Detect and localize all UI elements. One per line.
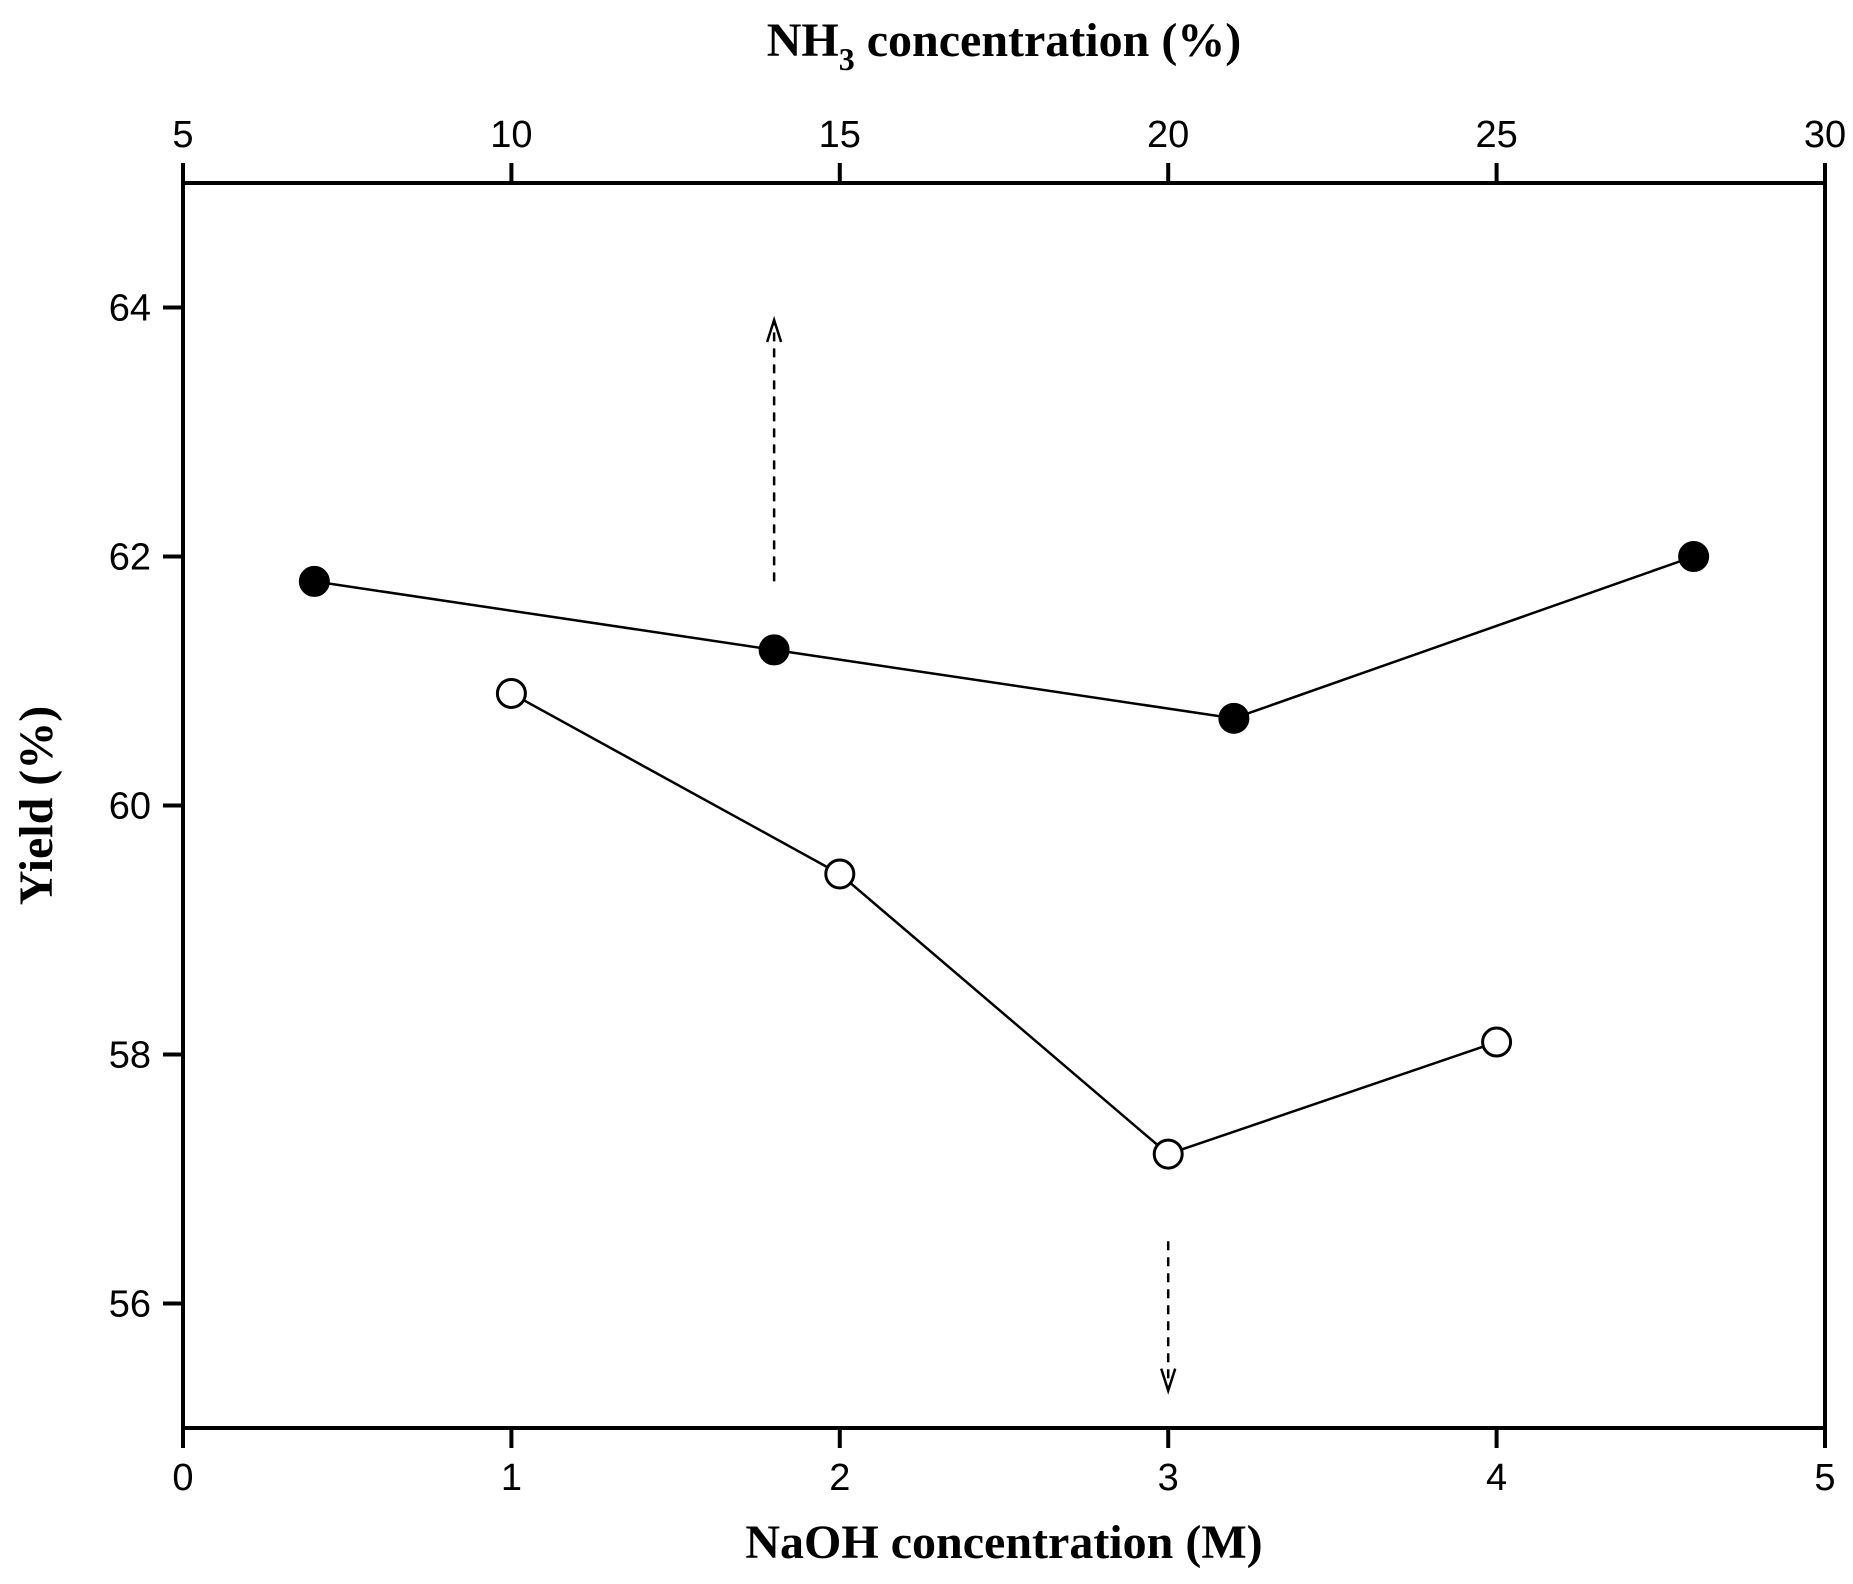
- filled-point: [1218, 702, 1250, 734]
- y-tick-label: 58: [109, 1035, 151, 1077]
- open-point: [1481, 1026, 1513, 1058]
- dashed-arrow-head-up: [765, 315, 783, 343]
- x-axis-title: NaOH concentration (M): [745, 1516, 1262, 1569]
- open-point: [824, 858, 856, 890]
- top-axis-title-rest: concentration (%): [855, 14, 1242, 67]
- dashed-arrow-head-down: [1160, 1368, 1177, 1395]
- top-tick-label: 15: [819, 114, 861, 156]
- x-tick-label: 1: [501, 1457, 522, 1499]
- top-tick-label: 5: [172, 114, 193, 156]
- top-tick-label: 10: [490, 114, 532, 156]
- series-line-1: [314, 555, 1695, 720]
- filled-point: [758, 634, 790, 666]
- x-tick-label: 3: [1158, 1457, 1179, 1499]
- series-line-0: [510, 692, 1498, 1156]
- filled-point: [298, 565, 330, 597]
- y-tick-label: 60: [109, 786, 151, 828]
- annotations-group: [765, 315, 1177, 1395]
- plot-frame: [181, 181, 1827, 1430]
- y-axis-title: Yield (%): [10, 706, 63, 906]
- open-point: [495, 677, 527, 709]
- top-tick-label: 30: [1804, 114, 1846, 156]
- top-axis-title-main: NH: [767, 14, 839, 67]
- top-tick-label: 20: [1147, 114, 1189, 156]
- top-tick-label: 25: [1475, 114, 1517, 156]
- y-tick-label: 62: [109, 537, 151, 579]
- y-tick-label: 64: [109, 288, 151, 330]
- x-tick-label: 4: [1486, 1457, 1507, 1499]
- y-tick-label: 56: [109, 1284, 151, 1326]
- open-point: [1152, 1138, 1184, 1170]
- top-axis-title: NH3 concentration (%): [767, 14, 1242, 77]
- x-tick-label: 2: [829, 1457, 850, 1499]
- series-group: [298, 541, 1710, 1170]
- axis-ticks: 0 1 2 3 4 5 5 10 15 20 25 30 56 58 60 62 64: [109, 114, 1846, 1499]
- top-axis-title-subscript: 3: [839, 41, 855, 77]
- x-tick-label: 0: [172, 1457, 193, 1499]
- x-tick-label: 5: [1814, 1457, 1835, 1499]
- filled-point: [1678, 541, 1710, 572]
